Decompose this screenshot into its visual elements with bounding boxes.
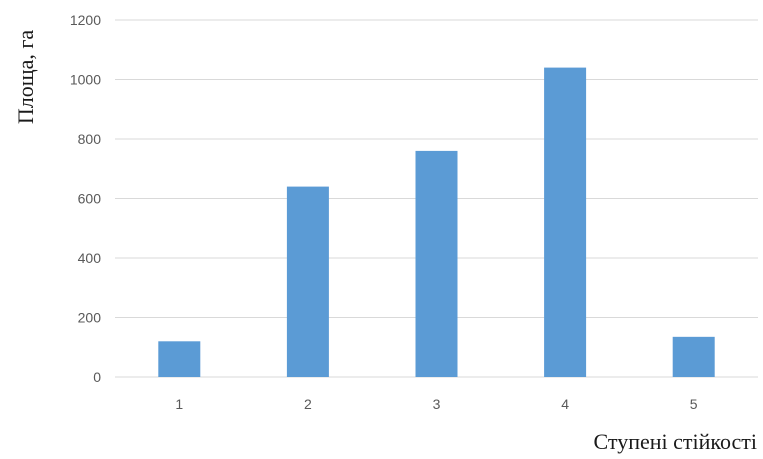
- bar-4: [544, 67, 587, 377]
- y-axis-ticks: 0 200 400 600 800 1000 1200: [70, 12, 101, 385]
- x-tick-label: 4: [561, 396, 569, 412]
- bar-3: [415, 150, 458, 377]
- bar-1: [158, 341, 201, 377]
- x-tick-label: 1: [175, 396, 183, 412]
- y-axis-title: Площа, га: [13, 30, 38, 125]
- bar-5: [672, 336, 715, 377]
- bars: [158, 67, 715, 377]
- y-tick-label: 800: [78, 131, 102, 147]
- y-tick-label: 0: [93, 369, 101, 385]
- x-tick-label: 5: [690, 396, 698, 412]
- y-tick-label: 200: [78, 310, 102, 326]
- y-tick-label: 1000: [70, 72, 101, 88]
- y-tick-label: 1200: [70, 12, 101, 28]
- x-axis-ticks: 1 2 3 4 5: [175, 396, 697, 412]
- bar-2: [286, 186, 329, 377]
- x-tick-label: 2: [304, 396, 312, 412]
- y-tick-label: 400: [78, 250, 102, 266]
- x-axis-title: Ступені стійкості: [593, 429, 757, 454]
- x-tick-label: 3: [433, 396, 441, 412]
- y-tick-label: 600: [78, 191, 102, 207]
